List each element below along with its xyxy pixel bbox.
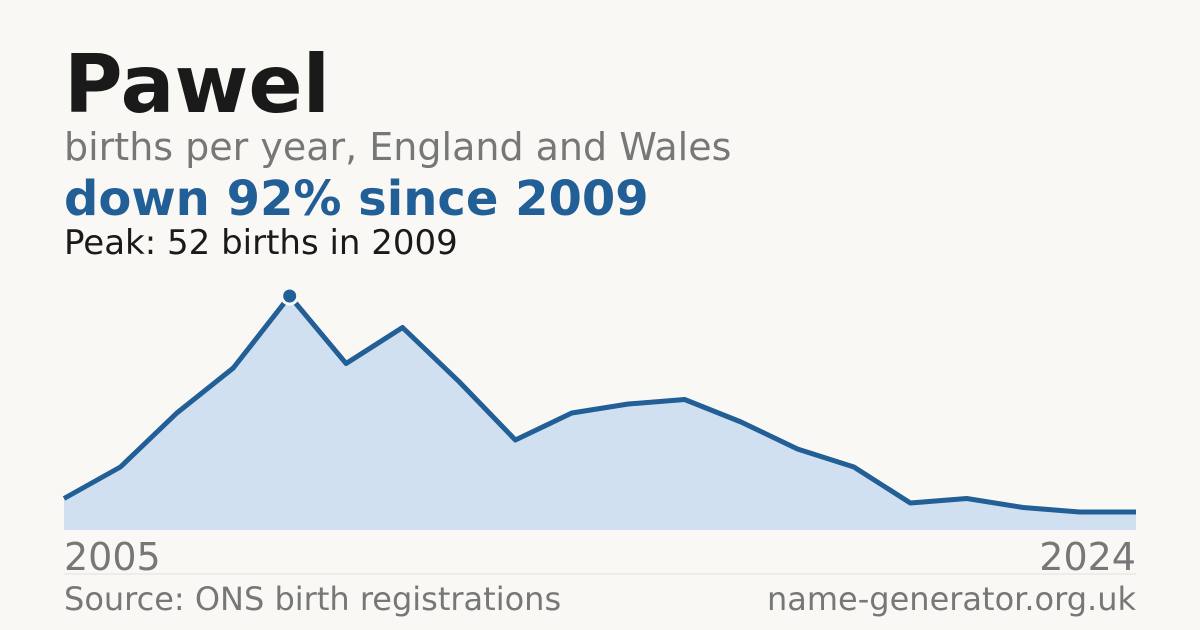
peak-marker bbox=[280, 286, 300, 306]
headline: down 92% since 2009 bbox=[64, 171, 649, 227]
x-tick-label: 2005 bbox=[64, 535, 161, 579]
chart-title: Pawel bbox=[64, 38, 330, 131]
x-tick-label: 2024 bbox=[1039, 535, 1136, 579]
source: Source: ONS birth registrations bbox=[64, 580, 561, 618]
line bbox=[62, 293, 1136, 515]
site: name-generator.org.uk bbox=[767, 580, 1136, 618]
annotation: Peak: 52 births in 2009 bbox=[64, 223, 458, 263]
area bbox=[64, 296, 1136, 530]
chart-subtitle: births per year, England and Wales bbox=[64, 125, 731, 169]
